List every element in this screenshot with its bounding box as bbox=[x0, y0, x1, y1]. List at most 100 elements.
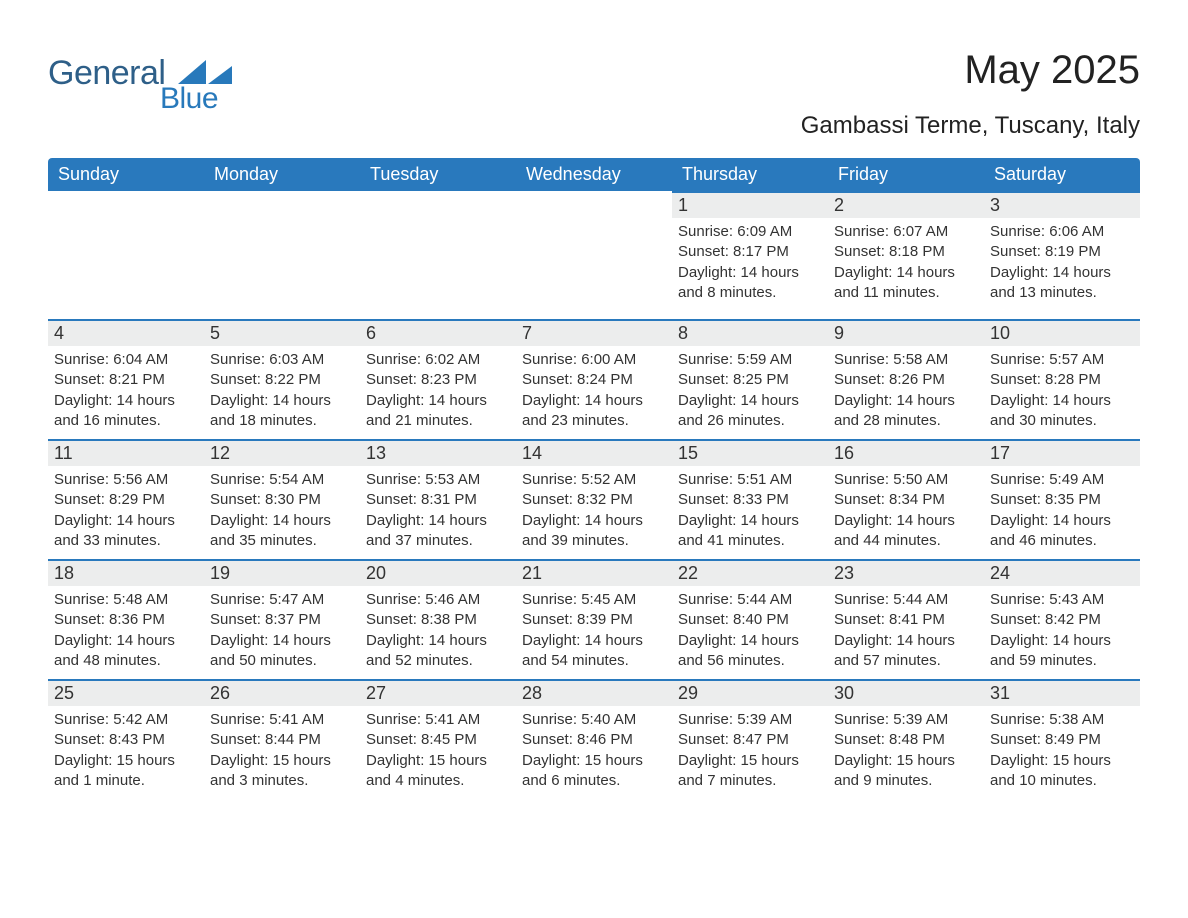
daylight-line-2: and 41 minutes. bbox=[678, 531, 822, 551]
calendar-grid: SundayMondayTuesdayWednesdayThursdayFrid… bbox=[48, 158, 1140, 791]
daylight-line-1: Daylight: 14 hours bbox=[522, 631, 666, 651]
page-title: May 2025 bbox=[964, 48, 1140, 93]
sunset-line: Sunset: 8:48 PM bbox=[834, 730, 978, 750]
calendar-cell: 5Sunrise: 6:03 AMSunset: 8:22 PMDaylight… bbox=[204, 311, 360, 431]
sunset-line: Sunset: 8:38 PM bbox=[366, 610, 510, 630]
day-details: Sunrise: 6:09 AMSunset: 8:17 PMDaylight:… bbox=[672, 218, 828, 303]
calendar-cell: 20Sunrise: 5:46 AMSunset: 8:38 PMDayligh… bbox=[360, 551, 516, 671]
sunrise-line: Sunrise: 6:02 AM bbox=[366, 350, 510, 370]
weeks-container: 1Sunrise: 6:09 AMSunset: 8:17 PMDaylight… bbox=[48, 191, 1140, 791]
calendar-cell: 4Sunrise: 6:04 AMSunset: 8:21 PMDaylight… bbox=[48, 311, 204, 431]
daylight-line-2: and 26 minutes. bbox=[678, 411, 822, 431]
daylight-line-1: Daylight: 14 hours bbox=[678, 391, 822, 411]
calendar-week: 18Sunrise: 5:48 AMSunset: 8:36 PMDayligh… bbox=[48, 551, 1140, 671]
calendar-cell bbox=[516, 191, 672, 311]
sunset-line: Sunset: 8:40 PM bbox=[678, 610, 822, 630]
sunset-line: Sunset: 8:45 PM bbox=[366, 730, 510, 750]
day-details: Sunrise: 5:38 AMSunset: 8:49 PMDaylight:… bbox=[984, 706, 1140, 791]
day-number: 2 bbox=[828, 191, 984, 218]
sunrise-line: Sunrise: 6:07 AM bbox=[834, 222, 978, 242]
sunset-line: Sunset: 8:43 PM bbox=[54, 730, 198, 750]
sunrise-line: Sunrise: 6:00 AM bbox=[522, 350, 666, 370]
day-number: 19 bbox=[204, 559, 360, 586]
day-details: Sunrise: 5:41 AMSunset: 8:45 PMDaylight:… bbox=[360, 706, 516, 791]
daylight-line-1: Daylight: 14 hours bbox=[54, 511, 198, 531]
day-number: 29 bbox=[672, 679, 828, 706]
daylight-line-1: Daylight: 15 hours bbox=[366, 751, 510, 771]
day-number: 26 bbox=[204, 679, 360, 706]
daylight-line-2: and 33 minutes. bbox=[54, 531, 198, 551]
day-number: 27 bbox=[360, 679, 516, 706]
day-details: Sunrise: 5:59 AMSunset: 8:25 PMDaylight:… bbox=[672, 346, 828, 431]
calendar-cell: 11Sunrise: 5:56 AMSunset: 8:29 PMDayligh… bbox=[48, 431, 204, 551]
daylight-line-2: and 39 minutes. bbox=[522, 531, 666, 551]
calendar-cell bbox=[48, 191, 204, 311]
sunrise-line: Sunrise: 5:38 AM bbox=[990, 710, 1134, 730]
weekday-header: Wednesday bbox=[516, 158, 672, 191]
day-number: 28 bbox=[516, 679, 672, 706]
day-details: Sunrise: 6:06 AMSunset: 8:19 PMDaylight:… bbox=[984, 218, 1140, 303]
day-number: 31 bbox=[984, 679, 1140, 706]
daylight-line-1: Daylight: 14 hours bbox=[990, 631, 1134, 651]
sunset-line: Sunset: 8:31 PM bbox=[366, 490, 510, 510]
day-number: 12 bbox=[204, 439, 360, 466]
day-details: Sunrise: 6:00 AMSunset: 8:24 PMDaylight:… bbox=[516, 346, 672, 431]
daylight-line-1: Daylight: 14 hours bbox=[522, 511, 666, 531]
daylight-line-1: Daylight: 14 hours bbox=[210, 391, 354, 411]
daylight-line-1: Daylight: 14 hours bbox=[834, 391, 978, 411]
sunrise-line: Sunrise: 5:49 AM bbox=[990, 470, 1134, 490]
day-details: Sunrise: 5:58 AMSunset: 8:26 PMDaylight:… bbox=[828, 346, 984, 431]
day-number: 11 bbox=[48, 439, 204, 466]
day-number: 9 bbox=[828, 319, 984, 346]
sunset-line: Sunset: 8:24 PM bbox=[522, 370, 666, 390]
sunrise-line: Sunrise: 5:39 AM bbox=[834, 710, 978, 730]
day-number: 22 bbox=[672, 559, 828, 586]
calendar-cell: 14Sunrise: 5:52 AMSunset: 8:32 PMDayligh… bbox=[516, 431, 672, 551]
sunset-line: Sunset: 8:37 PM bbox=[210, 610, 354, 630]
daylight-line-1: Daylight: 14 hours bbox=[990, 391, 1134, 411]
daylight-line-1: Daylight: 14 hours bbox=[990, 511, 1134, 531]
daylight-line-2: and 23 minutes. bbox=[522, 411, 666, 431]
day-details: Sunrise: 5:47 AMSunset: 8:37 PMDaylight:… bbox=[204, 586, 360, 671]
calendar-cell: 24Sunrise: 5:43 AMSunset: 8:42 PMDayligh… bbox=[984, 551, 1140, 671]
day-number: 15 bbox=[672, 439, 828, 466]
calendar-cell: 15Sunrise: 5:51 AMSunset: 8:33 PMDayligh… bbox=[672, 431, 828, 551]
sunset-line: Sunset: 8:17 PM bbox=[678, 242, 822, 262]
sunset-line: Sunset: 8:19 PM bbox=[990, 242, 1134, 262]
day-number: 16 bbox=[828, 439, 984, 466]
sunset-line: Sunset: 8:34 PM bbox=[834, 490, 978, 510]
day-details: Sunrise: 5:54 AMSunset: 8:30 PMDaylight:… bbox=[204, 466, 360, 551]
sunset-line: Sunset: 8:44 PM bbox=[210, 730, 354, 750]
day-number: 4 bbox=[48, 319, 204, 346]
day-details: Sunrise: 6:03 AMSunset: 8:22 PMDaylight:… bbox=[204, 346, 360, 431]
sunrise-line: Sunrise: 5:59 AM bbox=[678, 350, 822, 370]
sunrise-line: Sunrise: 5:54 AM bbox=[210, 470, 354, 490]
weekday-header: Sunday bbox=[48, 158, 204, 191]
day-number: 10 bbox=[984, 319, 1140, 346]
day-number: 25 bbox=[48, 679, 204, 706]
day-details: Sunrise: 5:57 AMSunset: 8:28 PMDaylight:… bbox=[984, 346, 1140, 431]
daylight-line-2: and 4 minutes. bbox=[366, 771, 510, 791]
daylight-line-1: Daylight: 14 hours bbox=[366, 391, 510, 411]
calendar-cell: 25Sunrise: 5:42 AMSunset: 8:43 PMDayligh… bbox=[48, 671, 204, 791]
day-details: Sunrise: 6:04 AMSunset: 8:21 PMDaylight:… bbox=[48, 346, 204, 431]
location-subtitle: Gambassi Terme, Tuscany, Italy bbox=[801, 112, 1140, 140]
daylight-line-1: Daylight: 14 hours bbox=[54, 631, 198, 651]
daylight-line-1: Daylight: 14 hours bbox=[366, 631, 510, 651]
day-number: 14 bbox=[516, 439, 672, 466]
sunrise-line: Sunrise: 5:57 AM bbox=[990, 350, 1134, 370]
sunset-line: Sunset: 8:39 PM bbox=[522, 610, 666, 630]
day-number: 24 bbox=[984, 559, 1140, 586]
day-number: 13 bbox=[360, 439, 516, 466]
day-details: Sunrise: 5:49 AMSunset: 8:35 PMDaylight:… bbox=[984, 466, 1140, 551]
logo: General Blue bbox=[48, 44, 268, 114]
calendar-cell: 19Sunrise: 5:47 AMSunset: 8:37 PMDayligh… bbox=[204, 551, 360, 671]
sunrise-line: Sunrise: 5:45 AM bbox=[522, 590, 666, 610]
sunset-line: Sunset: 8:26 PM bbox=[834, 370, 978, 390]
day-number: 3 bbox=[984, 191, 1140, 218]
day-details: Sunrise: 5:42 AMSunset: 8:43 PMDaylight:… bbox=[48, 706, 204, 791]
sunrise-line: Sunrise: 6:04 AM bbox=[54, 350, 198, 370]
daylight-line-2: and 10 minutes. bbox=[990, 771, 1134, 791]
weekday-header: Thursday bbox=[672, 158, 828, 191]
daylight-line-2: and 56 minutes. bbox=[678, 651, 822, 671]
